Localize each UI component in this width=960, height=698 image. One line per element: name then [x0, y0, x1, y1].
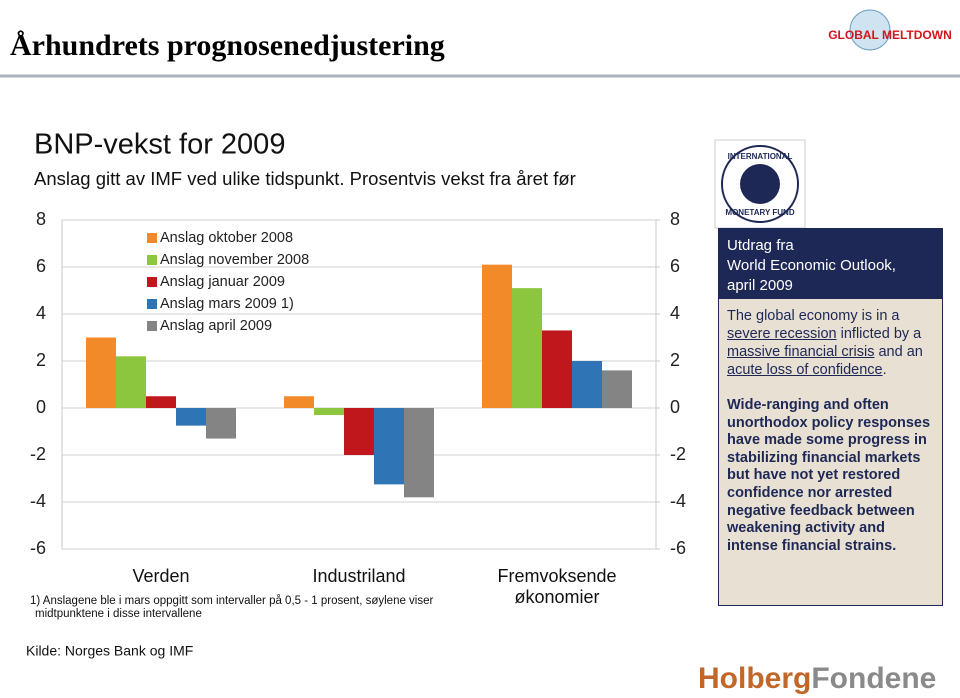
panel-text: severe recession [727, 326, 837, 342]
y2-tick-label: -4 [670, 491, 686, 511]
chart-title: BNP-vekst for 2009 [34, 129, 285, 161]
logo-bottom-part: Holberg [698, 662, 811, 695]
y2-tick-label: 0 [670, 397, 680, 417]
text-panel: Utdrag fra World Economic Outlook, april 2… [718, 228, 943, 606]
y2-tick-label: 8 [670, 209, 680, 229]
legend-swatch [147, 233, 157, 243]
bar [482, 264, 512, 408]
legend-swatch [147, 321, 157, 331]
x-tick-label: Industriland [312, 566, 405, 586]
y2-tick-label: -2 [670, 444, 686, 464]
legend-label: Anslag november 2008 [160, 252, 309, 268]
bar [344, 408, 374, 455]
panel-text: massive financial crisis [727, 344, 875, 360]
x-tick-label: Verden [132, 566, 189, 586]
logo-bottom-part: Fondene [811, 662, 936, 695]
bar [86, 337, 116, 408]
slide-title: Århundrets prognosenedjustering [10, 29, 445, 62]
y2-tick-label: -6 [670, 538, 686, 558]
footnote: 1) Anslagene ble i mars oppgitt som inte… [30, 595, 434, 607]
bar [602, 370, 632, 408]
panel-paragraph: Wide-ranging and often unorthodox policy… [727, 397, 931, 554]
legend-swatch [147, 299, 157, 309]
logo-top: GLOBAL MELTDOWN [828, 28, 952, 42]
imf-logo-text: MONETARY FUND [725, 208, 794, 217]
imf-globe [740, 164, 780, 204]
panel-header: Utdrag fra World Economic Outlook, april 2… [719, 229, 942, 299]
panel-header-line: april 2009 [727, 277, 793, 294]
y2-tick-label: 2 [670, 350, 680, 370]
bar [116, 356, 146, 408]
legend-swatch [147, 277, 157, 287]
y-tick-label: -4 [30, 491, 46, 511]
source: Kilde: Norges Bank og IMF [26, 643, 193, 659]
bar [146, 396, 176, 408]
y2-tick-label: 4 [670, 303, 680, 323]
bar [284, 396, 314, 408]
footnote: midtpunktene i disse intervallene [35, 608, 202, 620]
y-tick-label: 2 [36, 350, 46, 370]
logo-bottom: HolbergFondene [698, 662, 936, 695]
globe-icon [849, 9, 891, 51]
bar [572, 361, 602, 408]
bar [542, 330, 572, 408]
chart-subtitle: Anslag gitt av IMF ved ulike tidspunkt. … [34, 168, 576, 189]
imf-logo-text: INTERNATIONAL [728, 152, 793, 161]
bar [176, 408, 206, 426]
panel-text: inflicted by a [836, 326, 922, 342]
bar [374, 408, 404, 485]
legend-label: Anslag mars 2009 1) [160, 296, 294, 312]
legend-label: Anslag oktober 2008 [160, 230, 293, 246]
panel-text: acute loss of confidence [727, 362, 883, 378]
y-tick-label: 6 [36, 256, 46, 276]
y-tick-label: -2 [30, 444, 46, 464]
y-tick-label: 4 [36, 303, 46, 323]
legend-label: Anslag april 2009 [160, 318, 272, 334]
legend-swatch [147, 255, 157, 265]
panel-header-line: Utdrag fra [727, 237, 794, 254]
panel-text: and an [874, 344, 923, 360]
y-tick-label: 8 [36, 209, 46, 229]
panel-paragraph: The global economy is in a severe recess… [727, 307, 934, 379]
y-tick-label: 0 [36, 397, 46, 417]
x-tick-label: økonomier [514, 587, 599, 607]
bar [314, 408, 344, 416]
bar [404, 408, 434, 498]
panel-text: The global economy is in a [727, 308, 900, 324]
x-tick-label: Fremvoksende [497, 566, 616, 586]
bar [206, 408, 236, 439]
y2-tick-label: 6 [670, 256, 680, 276]
panel-header-line: World Economic Outlook, [727, 257, 896, 274]
legend-label: Anslag januar 2009 [160, 274, 285, 290]
y-tick-label: -6 [30, 538, 46, 558]
bar [512, 288, 542, 408]
panel-text: . [882, 362, 887, 378]
